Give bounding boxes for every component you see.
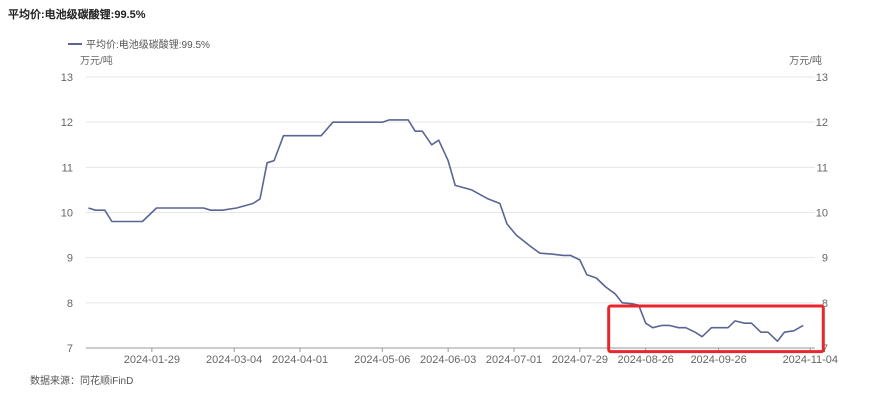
y-axis-unit-right: 万元/吨 <box>789 54 822 67</box>
y-tick-label-right: 11 <box>817 162 828 174</box>
legend[interactable]: 平均价:电池级碳酸锂:99.5% <box>68 38 210 51</box>
x-tick-label: 2024-04-01 <box>272 354 328 366</box>
y-tick-label-right: 8 <box>822 298 828 310</box>
y-tick-label-left: 7 <box>67 343 73 355</box>
x-axis-ticks: 2024-01-29 2024-03-04 2024-04-01 2024-05-06… <box>124 348 838 366</box>
y-tick-label-left: 9 <box>67 253 73 265</box>
y-tick-label-left: 12 <box>61 117 73 129</box>
x-tick-label: 2024-03-04 <box>206 354 262 366</box>
y-axis-unit-left: 万元/吨 <box>80 54 113 67</box>
y-tick-label-right: 13 <box>816 72 828 84</box>
y-tick-label-right: 12 <box>816 117 828 129</box>
y-tick-label-left: 10 <box>61 208 73 220</box>
x-tick-label: 2024-07-29 <box>552 354 608 366</box>
x-tick-label: 2024-06-03 <box>420 354 476 366</box>
y-axis-ticks: 7 7 8 8 9 9 10 10 11 11 12 12 13 13 <box>61 72 828 355</box>
y-tick-label-left: 13 <box>61 72 73 84</box>
x-tick-label: 2024-09-26 <box>690 354 746 366</box>
highlight-layer <box>607 304 825 354</box>
x-tick-label: 2024-08-26 <box>618 354 674 366</box>
y-tick-label-right: 7 <box>822 343 828 355</box>
data-source: 数据来源：同花顺iFinD <box>30 376 134 387</box>
grid <box>86 76 815 349</box>
highlight-box <box>607 304 825 354</box>
legend-label: 平均价:电池级碳酸锂:99.5% <box>86 38 210 51</box>
y-tick-label-right: 10 <box>816 208 828 220</box>
x-tick-label: 2024-11-04 <box>783 354 838 366</box>
chart-title: 平均价:电池级碳酸锂:99.5% <box>8 9 146 21</box>
x-tick-label: 2024-07-01 <box>486 354 542 366</box>
y-tick-label-left: 8 <box>67 298 73 310</box>
y-tick-label-left: 11 <box>62 162 73 174</box>
series-layer <box>88 119 804 343</box>
x-tick-label: 2024-01-29 <box>124 354 180 366</box>
series-line[interactable] <box>88 119 804 343</box>
y-tick-label-right: 9 <box>822 253 828 265</box>
x-tick-label: 2024-05-06 <box>354 354 410 366</box>
